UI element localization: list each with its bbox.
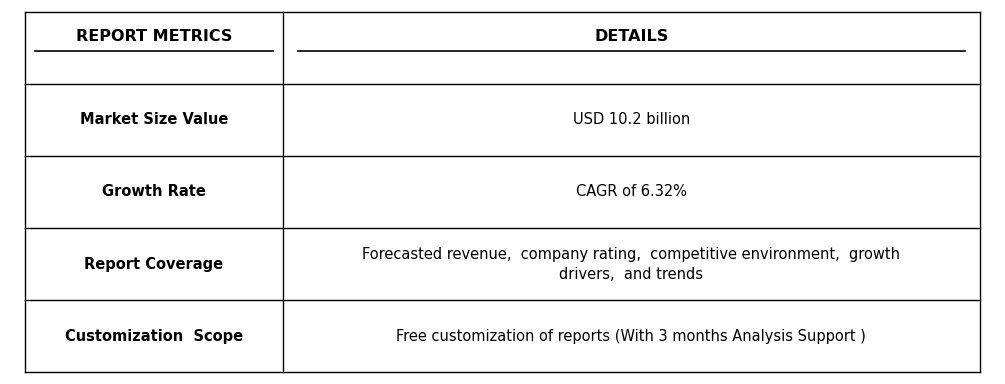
Text: Forecasted revenue,  company rating,  competitive environment,  growth
drivers, : Forecasted revenue, company rating, comp… [363,247,900,281]
Text: USD 10.2 billion: USD 10.2 billion [573,112,690,127]
Text: CAGR of 6.32%: CAGR of 6.32% [576,184,686,200]
Text: REPORT METRICS: REPORT METRICS [75,29,232,44]
Text: Free customization of reports (With 3 months Analysis Support ): Free customization of reports (With 3 mo… [396,329,866,344]
Text: DETAILS: DETAILS [594,29,668,44]
Text: Market Size Value: Market Size Value [79,112,228,127]
Text: Report Coverage: Report Coverage [84,257,223,272]
Text: Growth Rate: Growth Rate [103,184,206,200]
Text: Customization  Scope: Customization Scope [65,329,243,344]
